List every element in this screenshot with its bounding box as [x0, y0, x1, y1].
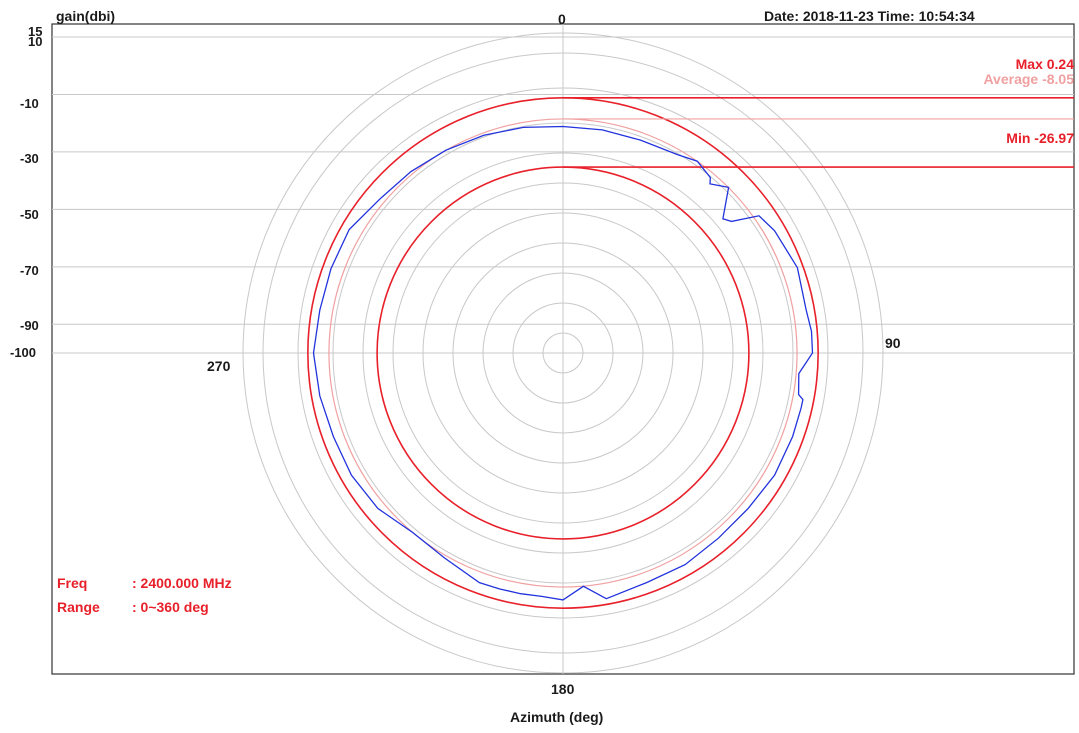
- top-angle-label: 0: [558, 11, 566, 27]
- y-tick-label: -90: [20, 318, 39, 333]
- y-tick-label: -30: [20, 151, 39, 166]
- reference-lines: [307, 97, 1074, 609]
- y-tick-label: -10: [20, 96, 39, 111]
- freq-value: : 2400.000 MHz: [132, 575, 232, 591]
- min-label: Min -26.97: [1006, 130, 1074, 146]
- y-tick-label: 15: [28, 24, 43, 39]
- average-label: Average -8.05: [983, 71, 1074, 87]
- y-tick-label: -100: [10, 345, 37, 360]
- y-tick-label: 10: [28, 34, 43, 49]
- angle-label-180: 180: [551, 681, 575, 697]
- datetime-label: Date: 2018-11-23 Time: 10:54:34: [764, 8, 975, 24]
- x-axis-title: Azimuth (deg): [510, 709, 604, 725]
- gain-trace: [312, 125, 814, 601]
- range-value: : 0~360 deg: [132, 599, 209, 615]
- angle-label-90: 90: [885, 335, 901, 351]
- max-label: Max 0.24: [1015, 56, 1074, 72]
- y-unit-label: gain(dbi): [56, 8, 116, 24]
- angle-label-270: 270: [207, 358, 231, 374]
- y-tick-label: -70: [20, 263, 39, 278]
- range-label: Range: [57, 599, 100, 615]
- y-tick-label: -50: [20, 207, 39, 222]
- freq-label: Freq: [57, 575, 88, 591]
